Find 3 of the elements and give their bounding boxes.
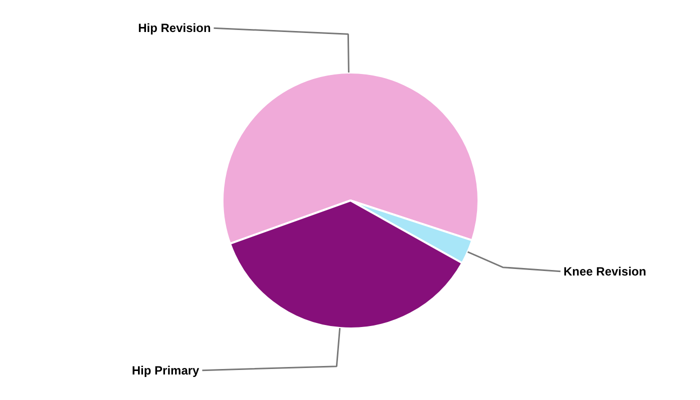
- slice-label: Hip Revision: [138, 21, 211, 36]
- slice-label: Knee Revision: [563, 264, 646, 278]
- slice-label: Hip Primary: [132, 363, 200, 378]
